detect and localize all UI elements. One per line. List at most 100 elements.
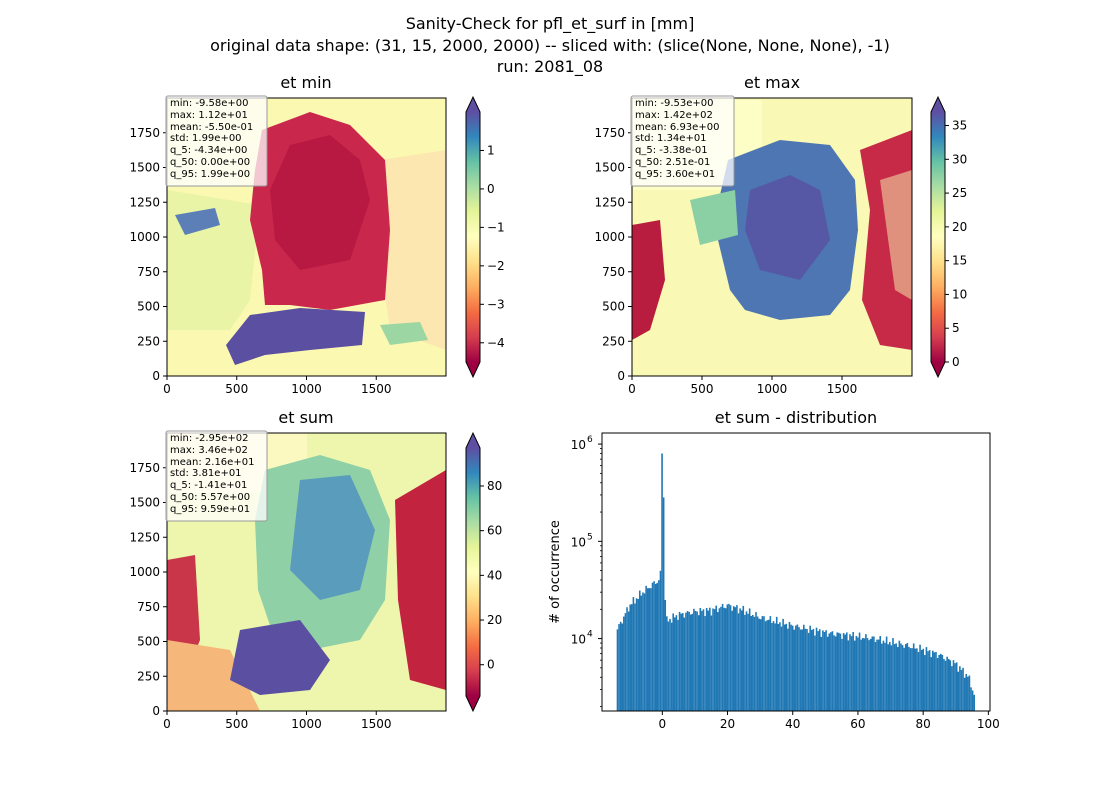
et-max-x-tick-label-2: 1000 <box>757 382 788 396</box>
et-min-x-tick-label-3: 1500 <box>361 382 392 396</box>
et-max-colorbar-tick-label-3: 20 <box>952 220 967 234</box>
histogram-bar <box>795 625 797 711</box>
et-sum-stat-std: std: 3.81e+01 <box>170 468 242 479</box>
histogram-bar <box>632 597 635 711</box>
histogram-bar <box>896 647 899 711</box>
histogram-bar <box>906 643 909 711</box>
et-sum-stat-q50: q_50: 5.57e+00 <box>170 492 250 503</box>
et-max-map-west-red <box>632 220 665 340</box>
histogram-bar <box>696 611 698 711</box>
histogram-bar <box>640 595 643 711</box>
histogram-bar <box>689 614 692 711</box>
histogram-bar <box>898 640 901 711</box>
et-sum-stat-q5: q_5: -1.41e+01 <box>170 480 247 491</box>
histogram-bar <box>869 638 872 711</box>
histogram-bar <box>661 453 663 711</box>
histogram-y-tick-label-0: 10 <box>571 633 586 647</box>
histogram-bar <box>815 627 818 711</box>
histogram-bar <box>774 623 776 711</box>
histogram-bar <box>841 638 843 711</box>
et-min-y-tick-label-0: 0 <box>152 369 160 383</box>
histogram-bar <box>873 636 875 711</box>
et-sum-colorbar-tick-label-2: 40 <box>487 568 502 582</box>
histogram-bar <box>707 610 710 711</box>
et-max-colorbar-tick-label-0: 35 <box>952 119 967 133</box>
et-max-colorbar-tick-label-2: 25 <box>952 186 967 200</box>
et-max-x-tick-label-3: 1500 <box>827 382 858 396</box>
et-max-y-tick-label-0: 0 <box>617 369 625 383</box>
histogram-bar <box>890 645 893 711</box>
histogram-bar <box>876 639 878 711</box>
histogram-bar <box>855 635 858 711</box>
histogram-bar <box>788 621 791 711</box>
et-min-colorbar-ticks: 1 0 −1 −2 −3 −4 <box>480 143 505 350</box>
histogram-bar <box>820 636 823 711</box>
histogram-bar <box>941 654 944 711</box>
histogram-bar <box>674 617 676 711</box>
et-sum-map-germany-core <box>290 475 375 600</box>
histogram-bar <box>769 616 772 711</box>
et-min-x-tick-label-1: 500 <box>225 382 248 396</box>
histogram-y-tick-exponent-0: 4 <box>587 630 593 640</box>
histogram-bar <box>744 614 746 711</box>
histogram-bar <box>672 613 675 711</box>
et-min-colorbar <box>466 112 480 362</box>
histogram-bar <box>901 645 904 711</box>
et-max-map-west-green <box>690 190 738 245</box>
et-min-y-tick-label-2: 500 <box>137 300 160 314</box>
et-max-y-tick-label-1: 250 <box>602 334 625 348</box>
histogram-bar <box>715 605 718 711</box>
histogram-bar <box>694 610 697 711</box>
histogram-bar <box>796 624 799 711</box>
histogram-x-tick-label-2: 40 <box>785 717 800 731</box>
et-sum-colorbar-extend-top <box>466 433 480 448</box>
histogram-bar <box>943 659 945 711</box>
histogram-bar <box>664 599 667 711</box>
histogram-bar <box>935 651 937 711</box>
panel-et-min-title: et min <box>280 73 331 92</box>
panel-et-min: et min 0 500 1000 1500 0 250 500 750 1000 1250 150… <box>129 73 504 396</box>
et-sum-colorbar-extend-bottom <box>466 696 480 711</box>
histogram-bar <box>626 607 628 711</box>
histogram-bar <box>938 654 940 711</box>
et-sum-colorbar-tick-label-1: 60 <box>487 524 502 538</box>
et-sum-colorbar-tick-label-3: 20 <box>487 613 502 627</box>
histogram-bar <box>877 639 880 711</box>
et-min-colorbar-tick-label-0: 1 <box>487 143 495 157</box>
histogram-bar <box>688 611 690 711</box>
et-max-y-tick-label-7: 1750 <box>594 126 625 140</box>
histogram-bar <box>637 598 639 711</box>
histogram-x-tick-label-0: 0 <box>658 717 666 731</box>
et-max-stat-mean: mean: 6.93e+00 <box>635 122 719 133</box>
et-sum-map-alps <box>230 620 330 695</box>
histogram-bar <box>830 632 832 711</box>
histogram-bar <box>791 625 794 711</box>
histogram-bar <box>825 630 827 711</box>
et-min-y-tick-label-6: 1500 <box>129 161 160 175</box>
histogram-bar <box>839 633 842 711</box>
histogram-bar <box>904 644 907 711</box>
histogram-bar <box>836 632 839 711</box>
et-min-stat-min: min: -9.58e+00 <box>170 98 249 109</box>
histogram-bar <box>645 585 647 711</box>
et-sum-map-southwest <box>167 640 260 711</box>
histogram-bar <box>651 582 654 711</box>
histogram-bar <box>629 604 632 711</box>
et-sum-x-tick-label-2: 1000 <box>291 717 322 731</box>
et-max-y-tick-label-3: 750 <box>602 265 625 279</box>
histogram-bar <box>865 634 867 711</box>
histogram-bar <box>654 583 657 711</box>
et-sum-y-tick-label-4: 1000 <box>129 565 160 579</box>
histogram-bar <box>771 622 773 711</box>
histogram-bar <box>621 623 624 711</box>
histogram-bar <box>642 592 644 711</box>
histogram-bar <box>804 628 807 711</box>
histogram-bar <box>914 648 917 711</box>
et-max-map-east-mix <box>880 170 912 300</box>
histogram-bar <box>619 621 622 711</box>
histogram-bar <box>740 610 743 711</box>
histogram-bar <box>944 660 947 711</box>
histogram-bar <box>871 636 874 711</box>
histogram-bar <box>957 671 960 711</box>
histogram-bar <box>756 616 759 711</box>
